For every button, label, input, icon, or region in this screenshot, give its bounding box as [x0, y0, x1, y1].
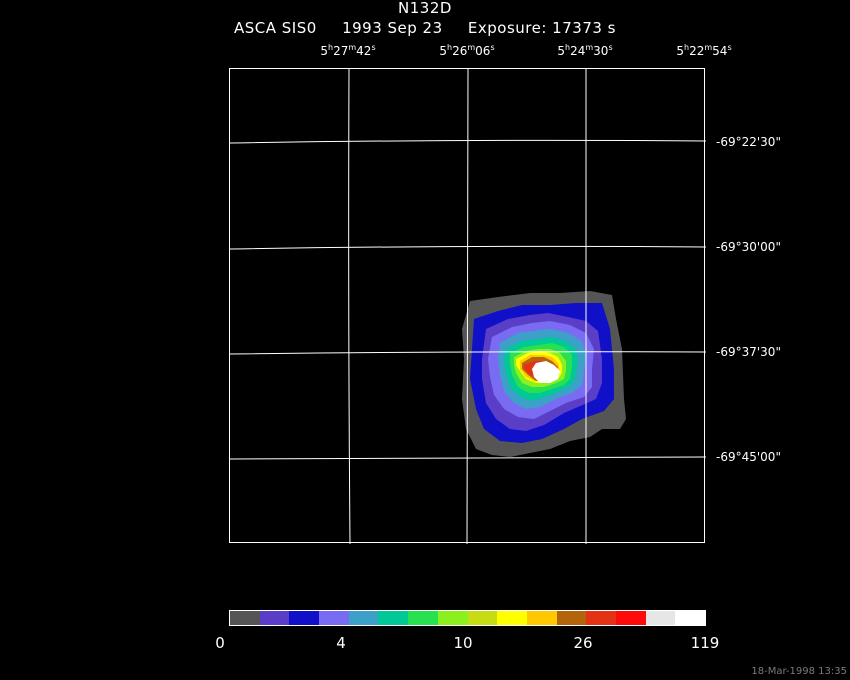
colorbar-swatch [437, 611, 468, 625]
intensity-colorbar [229, 610, 706, 626]
colorbar-swatch [675, 611, 705, 625]
colorbar-label: 119 [690, 634, 720, 652]
exposure-label: Exposure: 17373 s [467, 19, 616, 37]
colorbar-swatch [526, 611, 557, 625]
ra-gridline [466, 69, 469, 544]
dec-tick-label: -69°22'30" [716, 135, 781, 149]
colorbar-swatch [259, 611, 290, 625]
dec-tick-label: -69°37'30" [716, 345, 781, 359]
dec-tick-label: -69°45'00" [716, 450, 781, 464]
colorbar-swatch [289, 611, 320, 625]
colorbar-label: 10 [453, 634, 473, 652]
dec-gridline [230, 139, 706, 144]
colorbar-swatch [230, 611, 260, 625]
ra-tick-label: 5h26m06s [439, 43, 495, 58]
plot-timestamp: 18-Mar-1998 13:35 [751, 666, 847, 677]
dec-gridline [230, 456, 706, 460]
emission-contour [532, 361, 560, 383]
colorbar-swatch [467, 611, 498, 625]
source-emission [462, 291, 626, 457]
observation-date: 1993 Sep 23 [342, 19, 443, 37]
ra-tick-label: 5h24m30s [557, 43, 613, 58]
colorbar-label: 0 [215, 634, 225, 652]
ra-gridline [348, 69, 351, 544]
colorbar-label: 26 [573, 634, 593, 652]
dec-tick-label: -69°30'00" [716, 240, 781, 254]
colorbar-swatch [615, 611, 646, 625]
dec-gridline [230, 245, 706, 250]
observation-info: ASCA SIS0 1993 Sep 23 Exposure: 17373 s [0, 19, 850, 37]
ra-tick-label: 5h22m54s [676, 43, 732, 58]
colorbar-swatch [319, 611, 349, 625]
coordinate-grid [230, 69, 706, 544]
colorbar-swatch [497, 611, 527, 625]
colorbar-swatch [408, 611, 438, 625]
colorbar-swatch [586, 611, 616, 625]
colorbar-swatch [645, 611, 676, 625]
ra-tick-label: 5h27m42s [320, 43, 376, 58]
colorbar-label: 4 [336, 634, 346, 652]
sky-image-frame [229, 68, 706, 544]
image-title: N132D [398, 0, 452, 17]
sky-image [230, 69, 706, 544]
dec-gridline [230, 351, 706, 355]
colorbar-swatch [556, 611, 587, 625]
instrument-label: ASCA SIS0 [233, 19, 317, 37]
colorbar-swatch [348, 611, 379, 625]
colorbar-swatch [378, 611, 409, 625]
